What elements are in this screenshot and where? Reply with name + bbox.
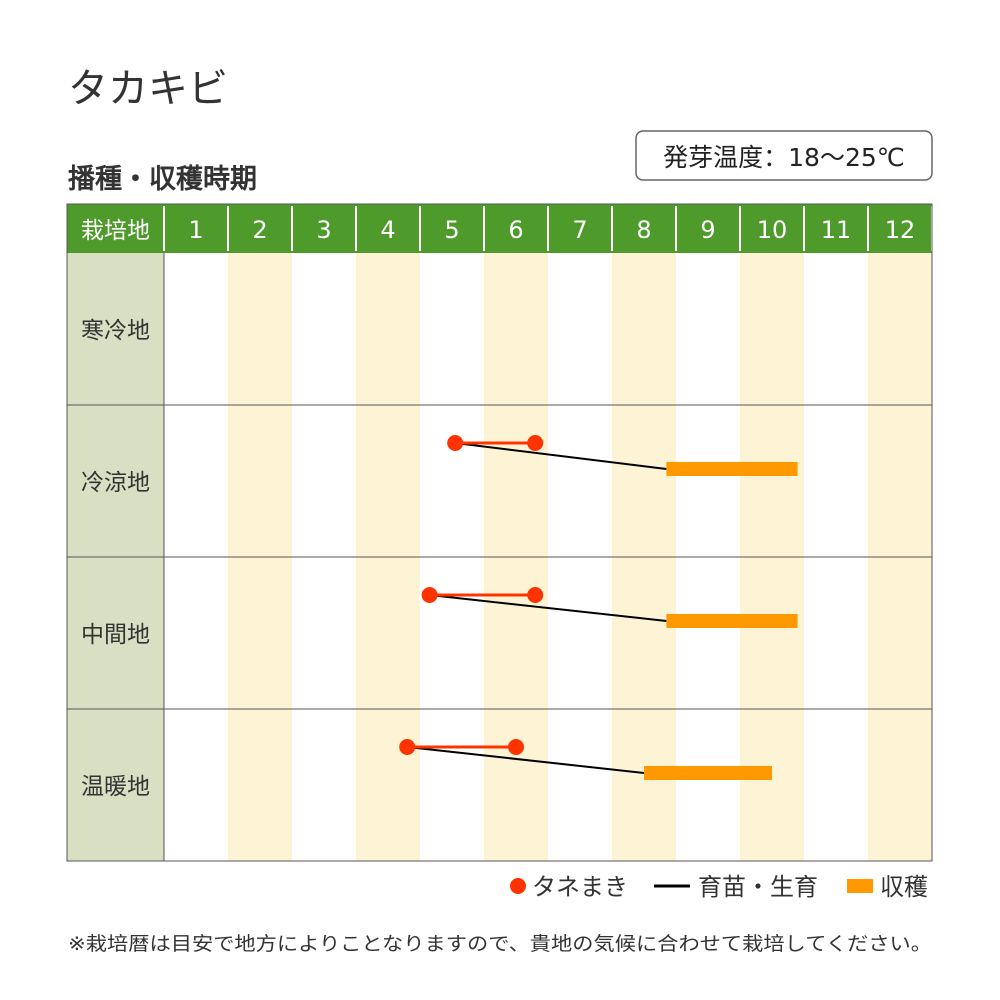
legend-sowing-marker [510,878,526,894]
month-label-11: 11 [821,216,852,244]
month-label-12: 12 [885,216,916,244]
month-label-1: 1 [188,216,203,244]
germination-badge-box [635,130,933,181]
sowing-start-point [447,435,464,451]
header-region-label: 栽培地 [81,218,150,244]
legend-growing-label: 育苗・生育 [698,873,818,901]
month-label-4: 4 [380,216,395,244]
month-label-9: 9 [700,216,715,244]
page-title: タカキビ [68,66,228,112]
germination-badge: 発芽温度：18～25℃ [663,143,905,172]
month-label-6: 6 [508,216,523,244]
table-border [66,203,933,862]
header-row [67,204,932,253]
month-label-10: 10 [757,216,788,244]
region-label: 中間地 [81,622,150,648]
legend: タネまき 育苗・生育 収穫 [510,873,928,901]
month-label-5: 5 [444,216,459,244]
harvest-bar [666,614,798,628]
growing-line [407,746,645,774]
sowing-start-point [399,739,416,755]
region-label: 冷涼地 [81,470,150,496]
legend-harvest-label: 収穫 [880,873,928,901]
footnote: ※栽培暦は目安で地方によりことなりますので、貴地の気候に合わせて栽培してください… [68,933,932,955]
legend-sowing-label: タネまき [532,873,628,901]
chart-subtitle: 播種・収穫時期 [68,164,257,195]
harvest-bar [644,766,772,780]
month-label-2: 2 [252,216,267,244]
sowing-end-point [527,587,544,603]
sowing-end-point [508,739,524,755]
month-label-3: 3 [316,216,331,244]
region-label: 寒冷地 [81,318,150,344]
legend-harvest-marker [847,879,873,893]
region-label: 温暖地 [81,774,150,800]
month-label-7: 7 [572,216,587,244]
sowing-start-point [421,587,438,603]
month-label-8: 8 [636,216,651,244]
sowing-end-point [527,435,544,451]
growing-line [455,442,667,470]
harvest-bar [666,462,798,476]
growing-line [429,594,667,622]
